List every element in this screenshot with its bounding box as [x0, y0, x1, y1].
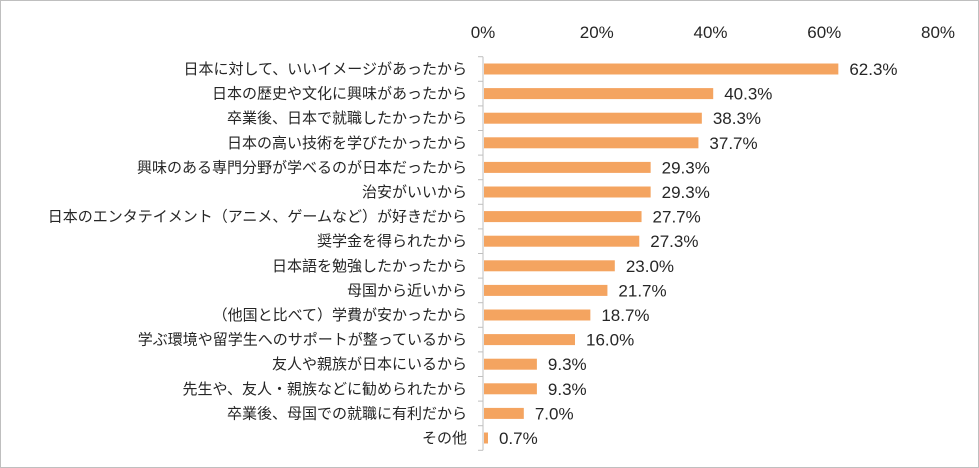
category-label: 学ぶ環境や留学生へのサポートが整っているから: [138, 331, 467, 349]
category-label: 日本の高い技術を学びたかったから: [227, 134, 467, 152]
value-label: 29.3%: [662, 158, 710, 177]
value-label: 9.3%: [548, 355, 587, 374]
value-label: 62.3%: [849, 60, 897, 79]
bar: [484, 260, 615, 272]
value-label: 23.0%: [626, 257, 674, 276]
category-label: 卒業後、母国での就職に有利だから: [227, 404, 467, 422]
x-tick-label: 20%: [580, 23, 614, 42]
bar: [484, 407, 524, 419]
value-label: 18.7%: [601, 306, 649, 325]
category-label: 日本に対して、いいイメージがあったから: [183, 60, 467, 78]
value-label: 9.3%: [548, 380, 587, 399]
bar: [484, 88, 714, 100]
bar: [484, 334, 575, 346]
bar: [484, 63, 839, 75]
bar: [484, 358, 537, 370]
category-label: 友人や親族が日本にいるから: [272, 355, 467, 373]
bar: [484, 383, 537, 395]
value-label: 16.0%: [586, 331, 634, 350]
value-label: 21.7%: [618, 281, 666, 300]
category-label: 母国から近いから: [347, 281, 467, 299]
value-label: 29.3%: [662, 183, 710, 202]
bar: [484, 186, 651, 198]
value-label: 27.3%: [650, 232, 698, 251]
bar: [484, 112, 702, 124]
x-tick-label: 0%: [471, 23, 496, 42]
category-label: 奨学金を得られたから: [317, 232, 467, 250]
value-label: 38.3%: [713, 109, 761, 128]
value-label: 7.0%: [535, 404, 574, 423]
bar: [484, 161, 651, 173]
category-label: その他: [422, 429, 467, 447]
value-label: 0.7%: [499, 429, 538, 448]
category-label: 興味のある専門分野が学べるのが日本だったから: [137, 158, 467, 176]
category-label: 先生や、友人・親族などに勧められたから: [182, 380, 467, 398]
bar: [484, 235, 640, 247]
category-label: 日本のエンタテイメント（アニメ、ゲームなど）が好きだから: [48, 208, 467, 226]
category-label: 日本の歴史や文化に興味があったから: [212, 85, 467, 103]
bar: [484, 432, 488, 444]
value-label: 37.7%: [709, 134, 757, 153]
category-label: 日本語を勉強したかったから: [272, 257, 467, 275]
bar: [484, 284, 608, 296]
bar: [484, 211, 642, 223]
x-tick-label: 60%: [807, 23, 841, 42]
category-label: （他国と比べて）学費が安かったから: [213, 306, 467, 324]
bar: [484, 137, 699, 149]
value-label: 27.7%: [653, 208, 701, 227]
category-label: 治安がいいから: [362, 183, 467, 201]
x-tick-label: 80%: [921, 23, 955, 42]
bar: [484, 309, 591, 321]
value-label: 40.3%: [724, 85, 772, 104]
category-label: 卒業後、日本で就職したかったから: [227, 109, 467, 127]
x-tick-label: 40%: [693, 23, 727, 42]
